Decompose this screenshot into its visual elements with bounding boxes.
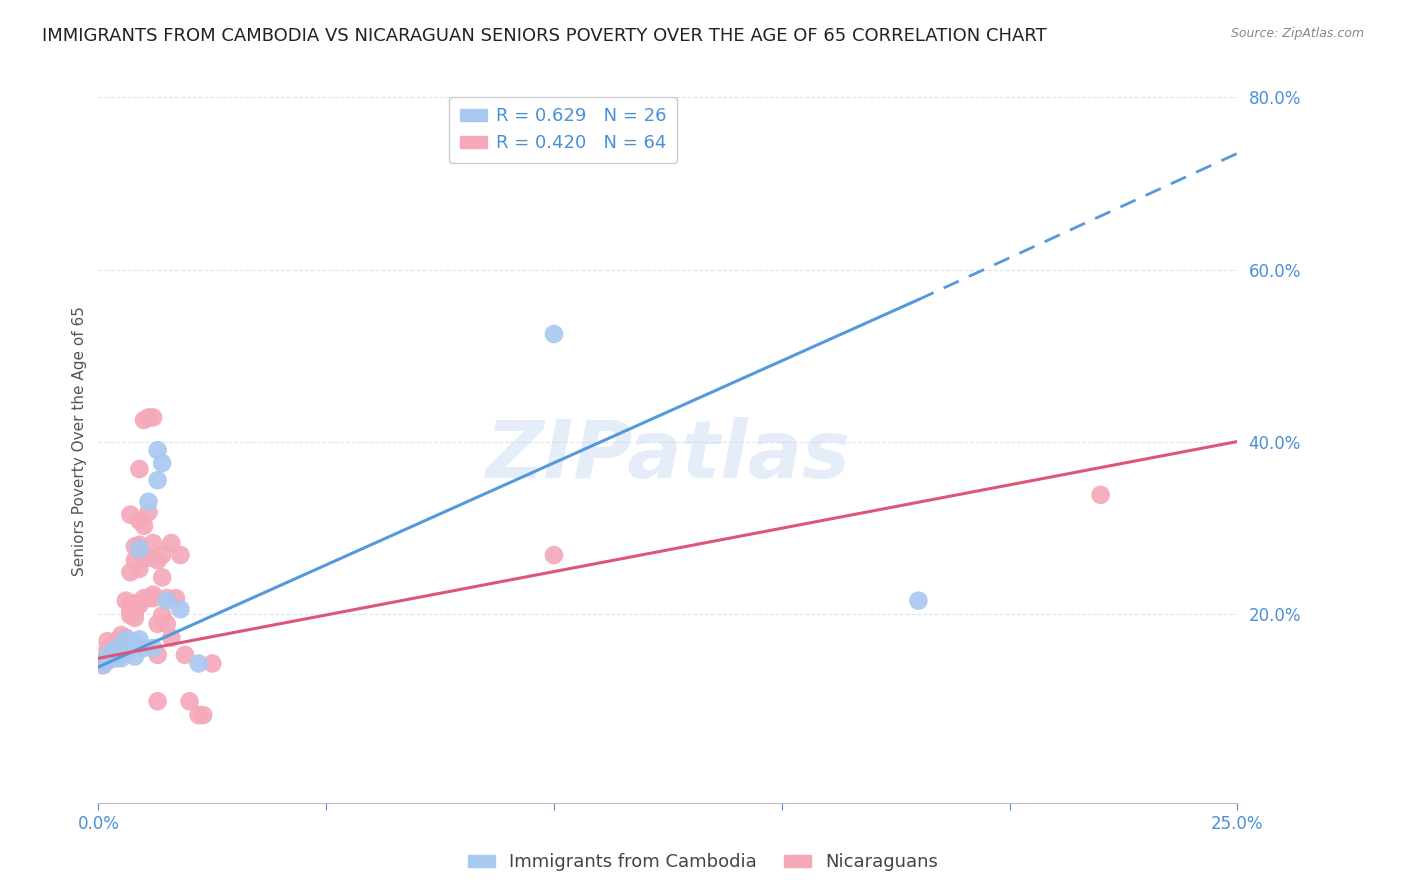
Point [156,593,179,607]
Point [96,642,118,657]
Point [138,550,160,565]
Point [128,462,150,476]
Point [201,657,224,671]
Legend: R = 0.629   N = 26, R = 0.420   N = 64: R = 0.629 N = 26, R = 0.420 N = 64 [449,96,678,163]
Point [91,658,114,673]
Point [124,596,146,610]
Text: Source: ZipAtlas.com: Source: ZipAtlas.com [1230,27,1364,40]
Point [146,616,169,631]
Point [146,694,169,708]
Point [187,657,209,671]
Point [150,570,173,584]
Point [114,632,136,647]
Point [91,654,114,668]
Text: IMMIGRANTS FROM CAMBODIA VS NICARAGUAN SENIORS POVERTY OVER THE AGE OF 65 CORREL: IMMIGRANTS FROM CAMBODIA VS NICARAGUAN S… [42,27,1047,45]
Point [179,694,201,708]
Point [120,598,142,612]
Point [1090,488,1112,502]
Point [132,413,155,427]
Point [146,443,169,458]
Point [101,648,124,662]
Point [128,542,150,557]
Point [105,640,128,655]
Point [110,642,132,657]
Point [543,326,565,341]
Point [543,548,565,562]
Point [91,658,114,673]
Point [156,616,179,631]
Point [110,628,132,642]
Point [138,410,160,425]
Point [142,536,165,550]
Legend: Immigrants from Cambodia, Nicaraguans: Immigrants from Cambodia, Nicaraguans [460,847,946,879]
Point [96,654,118,668]
Point [146,473,169,487]
Point [105,634,128,648]
Point [114,593,136,607]
Point [165,591,187,606]
Point [124,649,146,664]
Point [150,608,173,623]
Point [101,651,124,665]
Point [124,553,146,567]
Point [146,648,169,662]
Point [124,611,146,625]
Point [120,634,142,648]
Point [124,605,146,619]
Point [138,505,160,519]
Point [169,602,191,616]
Point [96,634,118,648]
Point [142,640,165,655]
Point [120,608,142,623]
Point [138,591,160,606]
Point [124,540,146,554]
Point [174,648,197,662]
Point [156,591,179,606]
Point [105,651,128,665]
Point [160,631,183,645]
Point [132,519,155,533]
Point [132,550,155,565]
Point [120,566,142,580]
Point [142,591,165,606]
Point [114,631,136,645]
Point [120,605,142,619]
Point [96,649,118,664]
Point [101,645,124,659]
Point [142,410,165,425]
Point [128,538,150,552]
Point [150,548,173,562]
Point [132,640,155,655]
Point [110,645,132,659]
Point [105,649,128,664]
Point [169,548,191,562]
Point [96,654,118,668]
Point [193,708,215,723]
Point [146,553,169,567]
Point [101,649,124,664]
Point [110,651,132,665]
Point [128,562,150,576]
Point [120,508,142,522]
Point [138,494,160,508]
Point [132,591,155,606]
Point [105,639,128,653]
Point [128,598,150,612]
Point [101,642,124,657]
Point [907,593,929,607]
Point [114,645,136,659]
Point [128,514,150,528]
Point [128,632,150,647]
Point [114,642,136,657]
Point [110,639,132,653]
Point [150,456,173,470]
Point [187,708,209,723]
Y-axis label: Seniors Poverty Over the Age of 65: Seniors Poverty Over the Age of 65 [72,307,87,576]
Point [160,536,183,550]
Text: ZIPatlas: ZIPatlas [485,417,851,495]
Point [142,588,165,602]
